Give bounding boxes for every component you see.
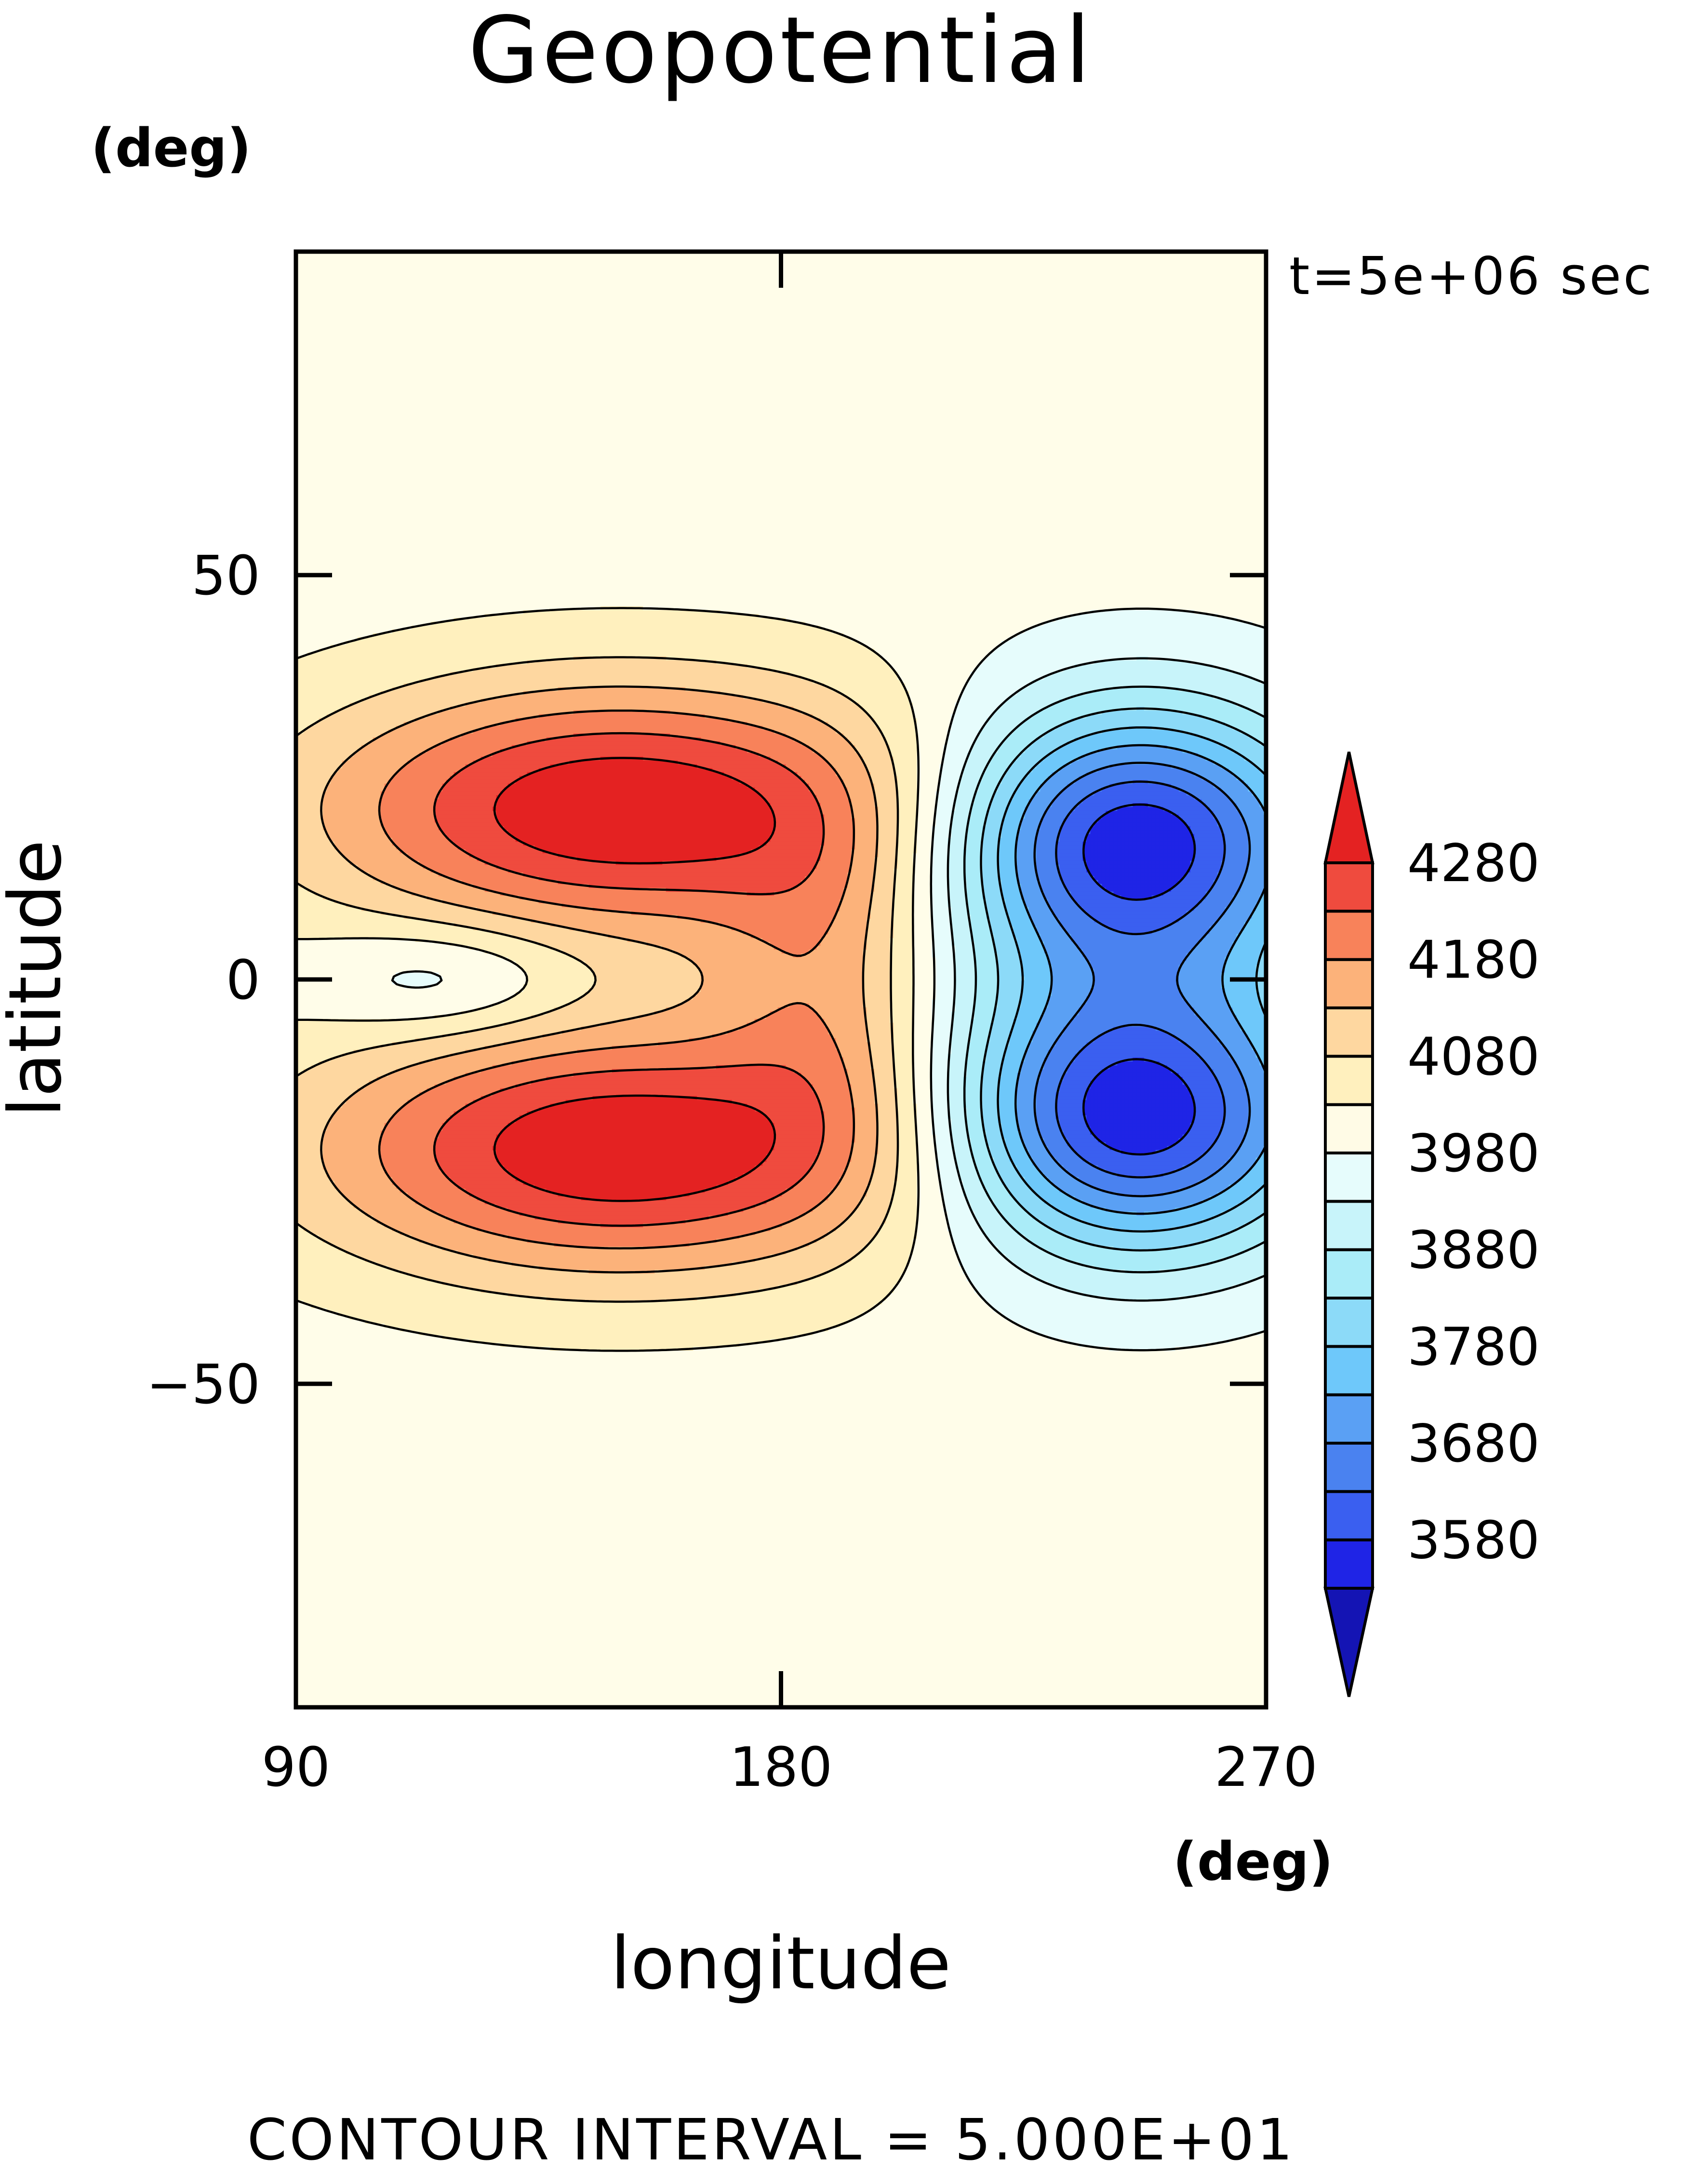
contour-line [433,732,825,1227]
contour-band [296,606,917,1351]
colorbar-min-arrow [1323,1587,1374,1697]
contour-line [296,656,899,1303]
contour-line [980,707,1266,1252]
contour-line [963,685,1266,1273]
colorbar-segment [1324,1152,1374,1203]
colorbar-tick-label: 3680 [1407,1414,1540,1474]
x-axis-unit: (deg) [1173,1831,1334,1892]
contour-field [296,606,1266,1352]
contour-line [1014,744,1266,1215]
colorbar-tick-label: 3580 [1407,1511,1540,1571]
contour-band [947,656,1266,1301]
contour-line [391,607,1266,1352]
contour-line [947,657,1266,1302]
contour-band [492,756,774,1201]
colorbar-segment [1324,1442,1374,1493]
colorbar-segment [1324,1297,1374,1348]
colorbar-segment [1324,1006,1374,1058]
contour-line [320,685,879,1273]
x-tick-label: 180 [730,1736,833,1799]
colorbar-segment [1324,1345,1374,1396]
colorbar-max-arrow [1323,751,1374,864]
axis-ticks [296,252,1266,1707]
time-label: t=5e+06 sec [1289,246,1654,307]
colorbar-segment [1324,958,1374,1009]
colorbar-segment [1324,861,1374,913]
contour-line [1082,803,1196,1156]
colorbar-tick-label: 3780 [1407,1317,1540,1377]
x-tick-label: 90 [262,1736,331,1799]
colorbar-segment [1324,910,1374,961]
colorbar-segment [1324,1103,1374,1155]
x-axis-label: longitude [611,1922,951,2006]
colorbar: 4280 4180 4080 3980 3880 3780 3680 3580 [1323,751,1540,1697]
contour-band [392,610,1266,1351]
contour-band [962,687,1266,1274]
chart-title: Geopotential [468,0,1094,104]
colorbar-segment [1324,1055,1374,1106]
y-tick-label: −50 [147,1354,260,1416]
colorbar-segment [1324,1393,1374,1445]
contour-line [296,607,920,1352]
contour-line [1055,780,1226,1179]
colorbar-segment [1324,1200,1374,1251]
y-tick-label: 50 [191,545,260,607]
colorbar-segment [1324,1490,1374,1541]
contour-line [378,709,855,1250]
x-tick-label: 270 [1214,1736,1318,1799]
contour-band [296,656,898,1301]
y-axis-label: latitude [0,840,78,1117]
colorbar-tick-label: 3880 [1407,1220,1540,1281]
colorbar-tick-label: 4280 [1407,833,1540,894]
contour-interval-note: CONTOUR INTERVAL = 5.000E+01 [247,2106,1295,2171]
contour-line [493,757,776,1202]
colorbar-tick-label: 4180 [1407,930,1540,991]
colorbar-segment [1324,1538,1374,1590]
colorbar-tick-label: 4080 [1407,1027,1540,1087]
contour-line [1033,762,1251,1197]
y-tick-label: 0 [226,949,260,1012]
y-axis-unit: (deg) [91,117,252,179]
contour-band [380,710,855,1247]
colorbar-tick-label: 3980 [1407,1124,1540,1184]
colorbar-segment [1324,1248,1374,1300]
